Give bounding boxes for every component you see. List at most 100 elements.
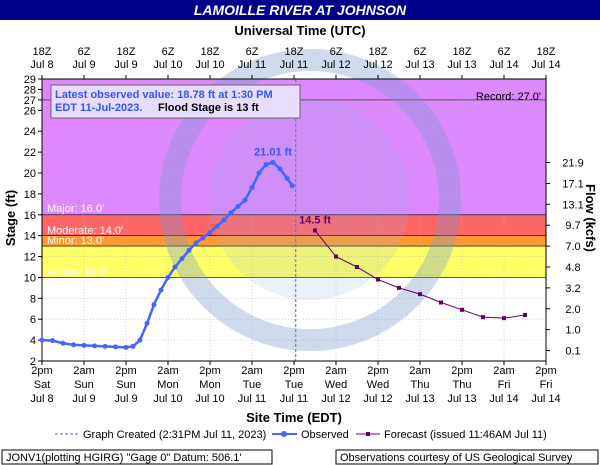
time-tick-label: Jul 11: [280, 393, 309, 405]
time-tick-label: 2pm: [451, 365, 472, 377]
observed-point: [50, 338, 55, 344]
observed-point: [71, 342, 76, 348]
time-tick-label: Sun: [116, 379, 136, 391]
observed-point: [263, 162, 269, 168]
time-tick-label: Jul 12: [363, 393, 392, 405]
observed-point: [137, 337, 143, 343]
utc-tick-label: Jul 10: [153, 59, 182, 71]
stage-tick-label: 22: [24, 147, 36, 159]
utc-tick-label: Jul 14: [489, 59, 518, 71]
top-axis-title: Universal Time (UTC): [234, 23, 365, 38]
time-tick-label: Fri: [540, 379, 553, 391]
latest-time-text: EDT 11-Jul-2023.: [55, 102, 142, 114]
flow-tick-label: 13.1: [562, 199, 583, 211]
stage-tick-label: 12: [24, 252, 36, 264]
observed-point: [102, 343, 108, 349]
utc-tick-label: Jul 12: [363, 59, 392, 71]
stage-tick-label: 24: [24, 126, 36, 138]
major-label: Major: 16.0': [47, 203, 104, 215]
forecast-point: [439, 300, 443, 305]
minor-band: [42, 246, 546, 278]
time-tick-label: 2pm: [367, 365, 388, 377]
time-tick-label: Tue: [285, 379, 304, 391]
observed-point: [200, 235, 206, 241]
observed-point: [289, 183, 295, 189]
observed-point: [158, 287, 164, 293]
utc-tick-label: Jul 11: [280, 59, 309, 71]
time-tick-label: Jul 12: [321, 393, 350, 405]
observed-point: [235, 203, 241, 209]
forecast-point: [481, 315, 485, 320]
forecast-point: [418, 292, 422, 297]
time-tick-label: Jul 10: [153, 393, 182, 405]
time-tick-label: 2am: [325, 365, 346, 377]
forecast-peak-label: 14.5 ft: [299, 214, 331, 226]
stage-tick-label: 28: [24, 84, 36, 96]
flow-tick-label: 21.9: [562, 158, 583, 170]
time-tick-label: 2am: [493, 365, 514, 377]
time-tick-label: 2pm: [31, 365, 52, 377]
utc-tick-label: 18Z: [117, 46, 136, 58]
time-tick-label: 2am: [73, 365, 94, 377]
observed-point: [151, 302, 157, 308]
data-series: [39, 159, 527, 350]
legend: Graph Created (2:31PM Jul 11, 2023) Obse…: [55, 429, 547, 441]
bottom-axis-title: Site Time (EDT): [246, 410, 342, 425]
time-tick-label: Jul 11: [238, 393, 267, 405]
observed-point: [60, 340, 66, 346]
forecast-point: [334, 254, 338, 259]
utc-tick-label: 6Z: [78, 46, 91, 58]
flow-tick-label: 4.8: [565, 262, 580, 274]
observed-point: [172, 264, 178, 270]
threshold-labels: Record: 27.0' Major: 16.0' Moderate: 14.…: [47, 91, 541, 278]
observed-point: [214, 223, 220, 229]
time-tick-label: Sun: [74, 379, 94, 391]
utc-tick-label: Jul 12: [321, 59, 350, 71]
stage-tick-label: 10: [24, 272, 36, 284]
utc-tick-label: 6Z: [414, 46, 427, 58]
observed-point: [165, 274, 171, 280]
time-tick-label: Thu: [411, 379, 430, 391]
observed-point: [92, 343, 97, 349]
courtesy-text: Observations courtesy of US Geological S…: [340, 452, 573, 464]
time-tick-label: Sat: [34, 379, 51, 391]
utc-tick-label: 18Z: [369, 46, 388, 58]
observed-point: [242, 197, 248, 203]
time-tick-label: Mon: [199, 379, 220, 391]
time-tick-label: Jul 13: [447, 393, 476, 405]
time-tick-label: 2am: [409, 365, 430, 377]
observed-point: [39, 337, 45, 343]
time-tick-label: Fri: [498, 379, 511, 391]
forecast-point: [523, 313, 527, 318]
time-tick-label: Jul 9: [72, 393, 95, 405]
time-tick-label: Jul 9: [114, 393, 137, 405]
utc-tick-label: 18Z: [33, 46, 52, 58]
moderate-band: [42, 235, 546, 247]
latest-value-box: Latest observed value: 18.78 ft at 1:30 …: [50, 84, 301, 119]
utc-tick-label: 18Z: [201, 46, 220, 58]
time-tick-label: Mon: [157, 379, 178, 391]
observed-point: [113, 344, 118, 350]
chart-title: LAMOILLE RIVER AT JOHNSON: [194, 2, 407, 18]
utc-tick-label: Jul 8: [30, 59, 53, 71]
utc-tick-label: Jul 13: [405, 59, 434, 71]
forecast-point: [502, 316, 506, 321]
utc-tick-label: 6Z: [162, 46, 175, 58]
utc-tick-label: 18Z: [453, 46, 472, 58]
forecast-point: [355, 265, 359, 269]
utc-tick-label: Jul 13: [447, 59, 476, 71]
time-tick-label: Thu: [453, 379, 472, 391]
minor-label: Minor: 13.0': [47, 235, 104, 247]
time-tick-label: 2am: [157, 365, 178, 377]
observed-point: [130, 343, 136, 349]
footer: JONV1(plotting HGIRG) "Gage 0" Datum: 50…: [1, 449, 599, 465]
utc-tick-label: 18Z: [285, 46, 304, 58]
flow-tick-label: 17.1: [562, 178, 583, 190]
stage-tick-label: 8: [30, 293, 36, 305]
utc-tick-label: Jul 10: [195, 59, 224, 71]
flow-tick-label: 3.2: [565, 283, 580, 295]
record-label: Record: 27.0': [476, 91, 541, 103]
left-axis-title: Stage (ft): [3, 190, 18, 246]
observed-point: [256, 170, 262, 176]
observed-point: [144, 320, 150, 326]
